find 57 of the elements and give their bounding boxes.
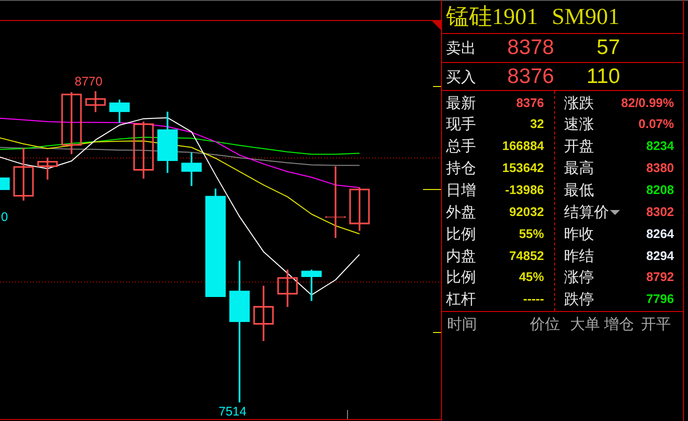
text: 110 [586, 64, 620, 90]
text: 57 [596, 35, 620, 61]
text: 结算价 [564, 202, 609, 222]
text: -13986 [505, 182, 544, 199]
text: 昨结 [564, 246, 594, 266]
text: 比例 [446, 267, 476, 288]
text: 45% [518, 269, 544, 286]
text: 锰硅1901 SM901 [446, 3, 620, 31]
text: 增仓 [604, 314, 634, 334]
text: 8234 [646, 138, 674, 156]
text: 买入 [446, 67, 476, 87]
candlestick [229, 260, 250, 402]
text: 55% [518, 226, 544, 243]
text: 8792 [646, 269, 674, 286]
candlestick [301, 270, 322, 301]
text: 持仓 [446, 158, 476, 178]
text: 涨跌 [564, 92, 594, 112]
text: 价位 [530, 314, 560, 334]
text: 8378 [507, 35, 554, 61]
text: 74852 [509, 248, 544, 264]
text: 92032 [509, 204, 544, 221]
text: 8208 [646, 182, 674, 199]
text: 最新 [446, 92, 476, 112]
text: 8770 [74, 74, 102, 89]
text: 现手 [446, 114, 476, 134]
text: 涨停 [564, 267, 594, 288]
text: 总手 [446, 136, 476, 156]
text: 昨收 [564, 224, 594, 244]
text: 最高 [564, 158, 594, 178]
text: 时间 [447, 314, 477, 334]
text: 外盘 [446, 202, 476, 222]
text: 开盘 [564, 136, 594, 156]
text: 杠杆 [446, 289, 476, 310]
text: 8380 [646, 160, 674, 178]
text: 开平 [641, 314, 671, 334]
text: 8302 [646, 204, 674, 221]
text: 8376 [516, 94, 544, 112]
text: 比例 [446, 224, 476, 244]
text: 7796 [646, 291, 674, 308]
text: 日增 [446, 180, 476, 200]
text: 8376 [507, 64, 554, 90]
text: 0.07% [638, 116, 674, 134]
annotation: 0 [1, 210, 8, 224]
text: 大单 [570, 314, 600, 334]
text: 166884 [502, 138, 544, 156]
text: 跌停 [564, 289, 594, 310]
text: 8294 [646, 248, 674, 264]
text: 7514 [218, 404, 246, 419]
text: 8264 [646, 226, 674, 243]
text: ----- [523, 291, 544, 308]
text: 速涨 [564, 114, 594, 134]
text: 最低 [564, 180, 594, 200]
text: 内盘 [446, 246, 476, 266]
text: 153642 [502, 160, 544, 178]
text: 32 [530, 116, 544, 134]
text: 82/0.99% [621, 94, 674, 112]
text: 卖出 [446, 38, 476, 58]
